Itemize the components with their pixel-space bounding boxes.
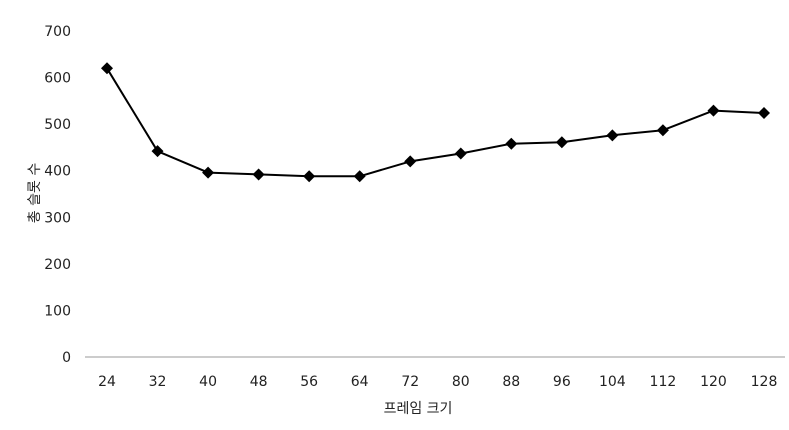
x-tick-label: 88 [502,374,520,390]
x-tick-label: 48 [250,374,268,390]
data-point-marker [353,170,366,183]
x-axis-ticks: 24 32 40 48 56 64 72 80 88 96 104 112 120 128 [98,374,777,390]
x-tick-label: 40 [199,374,217,390]
data-point-marker [707,104,720,117]
y-tick-label: 500 [44,117,71,133]
series-line [106,67,765,178]
data-point-marker [555,136,568,149]
x-tick-label: 56 [300,374,318,390]
x-tick-label: 104 [599,374,626,390]
x-tick-label: 96 [553,374,571,390]
x-tick-label: 112 [650,374,677,390]
y-tick-label: 0 [62,350,71,366]
y-tick-label: 100 [44,303,71,319]
data-point-marker [505,137,518,150]
x-tick-label: 128 [751,374,778,390]
data-point-marker [252,168,265,181]
data-point-marker [101,62,113,75]
x-tick-label: 80 [452,374,470,390]
data-point-marker [404,155,417,168]
y-axis-title: 총 슬롯 수 [27,163,43,224]
y-tick-label: 200 [44,257,71,273]
y-tick-label: 600 [44,71,71,87]
x-tick-label: 120 [700,374,727,390]
data-point-marker [606,129,619,142]
x-tick-label: 24 [98,374,116,390]
y-tick-label: 700 [44,24,71,40]
data-point-marker [656,124,669,137]
x-tick-label: 32 [149,374,167,390]
x-tick-label: 64 [351,374,369,390]
y-tick-label: 300 [44,210,71,226]
x-tick-label: 72 [401,374,419,390]
data-point-marker [758,106,770,119]
x-axis-title: 프레임 크기 [384,401,453,417]
series-layer [101,62,770,183]
data-point-marker [202,166,215,179]
data-point-marker [303,170,316,183]
y-tick-label: 400 [44,164,71,180]
y-axis-ticks: 0 100 200 300 400 500 600 700 [44,24,71,366]
data-point-marker [151,145,164,158]
data-point-marker [454,147,467,160]
